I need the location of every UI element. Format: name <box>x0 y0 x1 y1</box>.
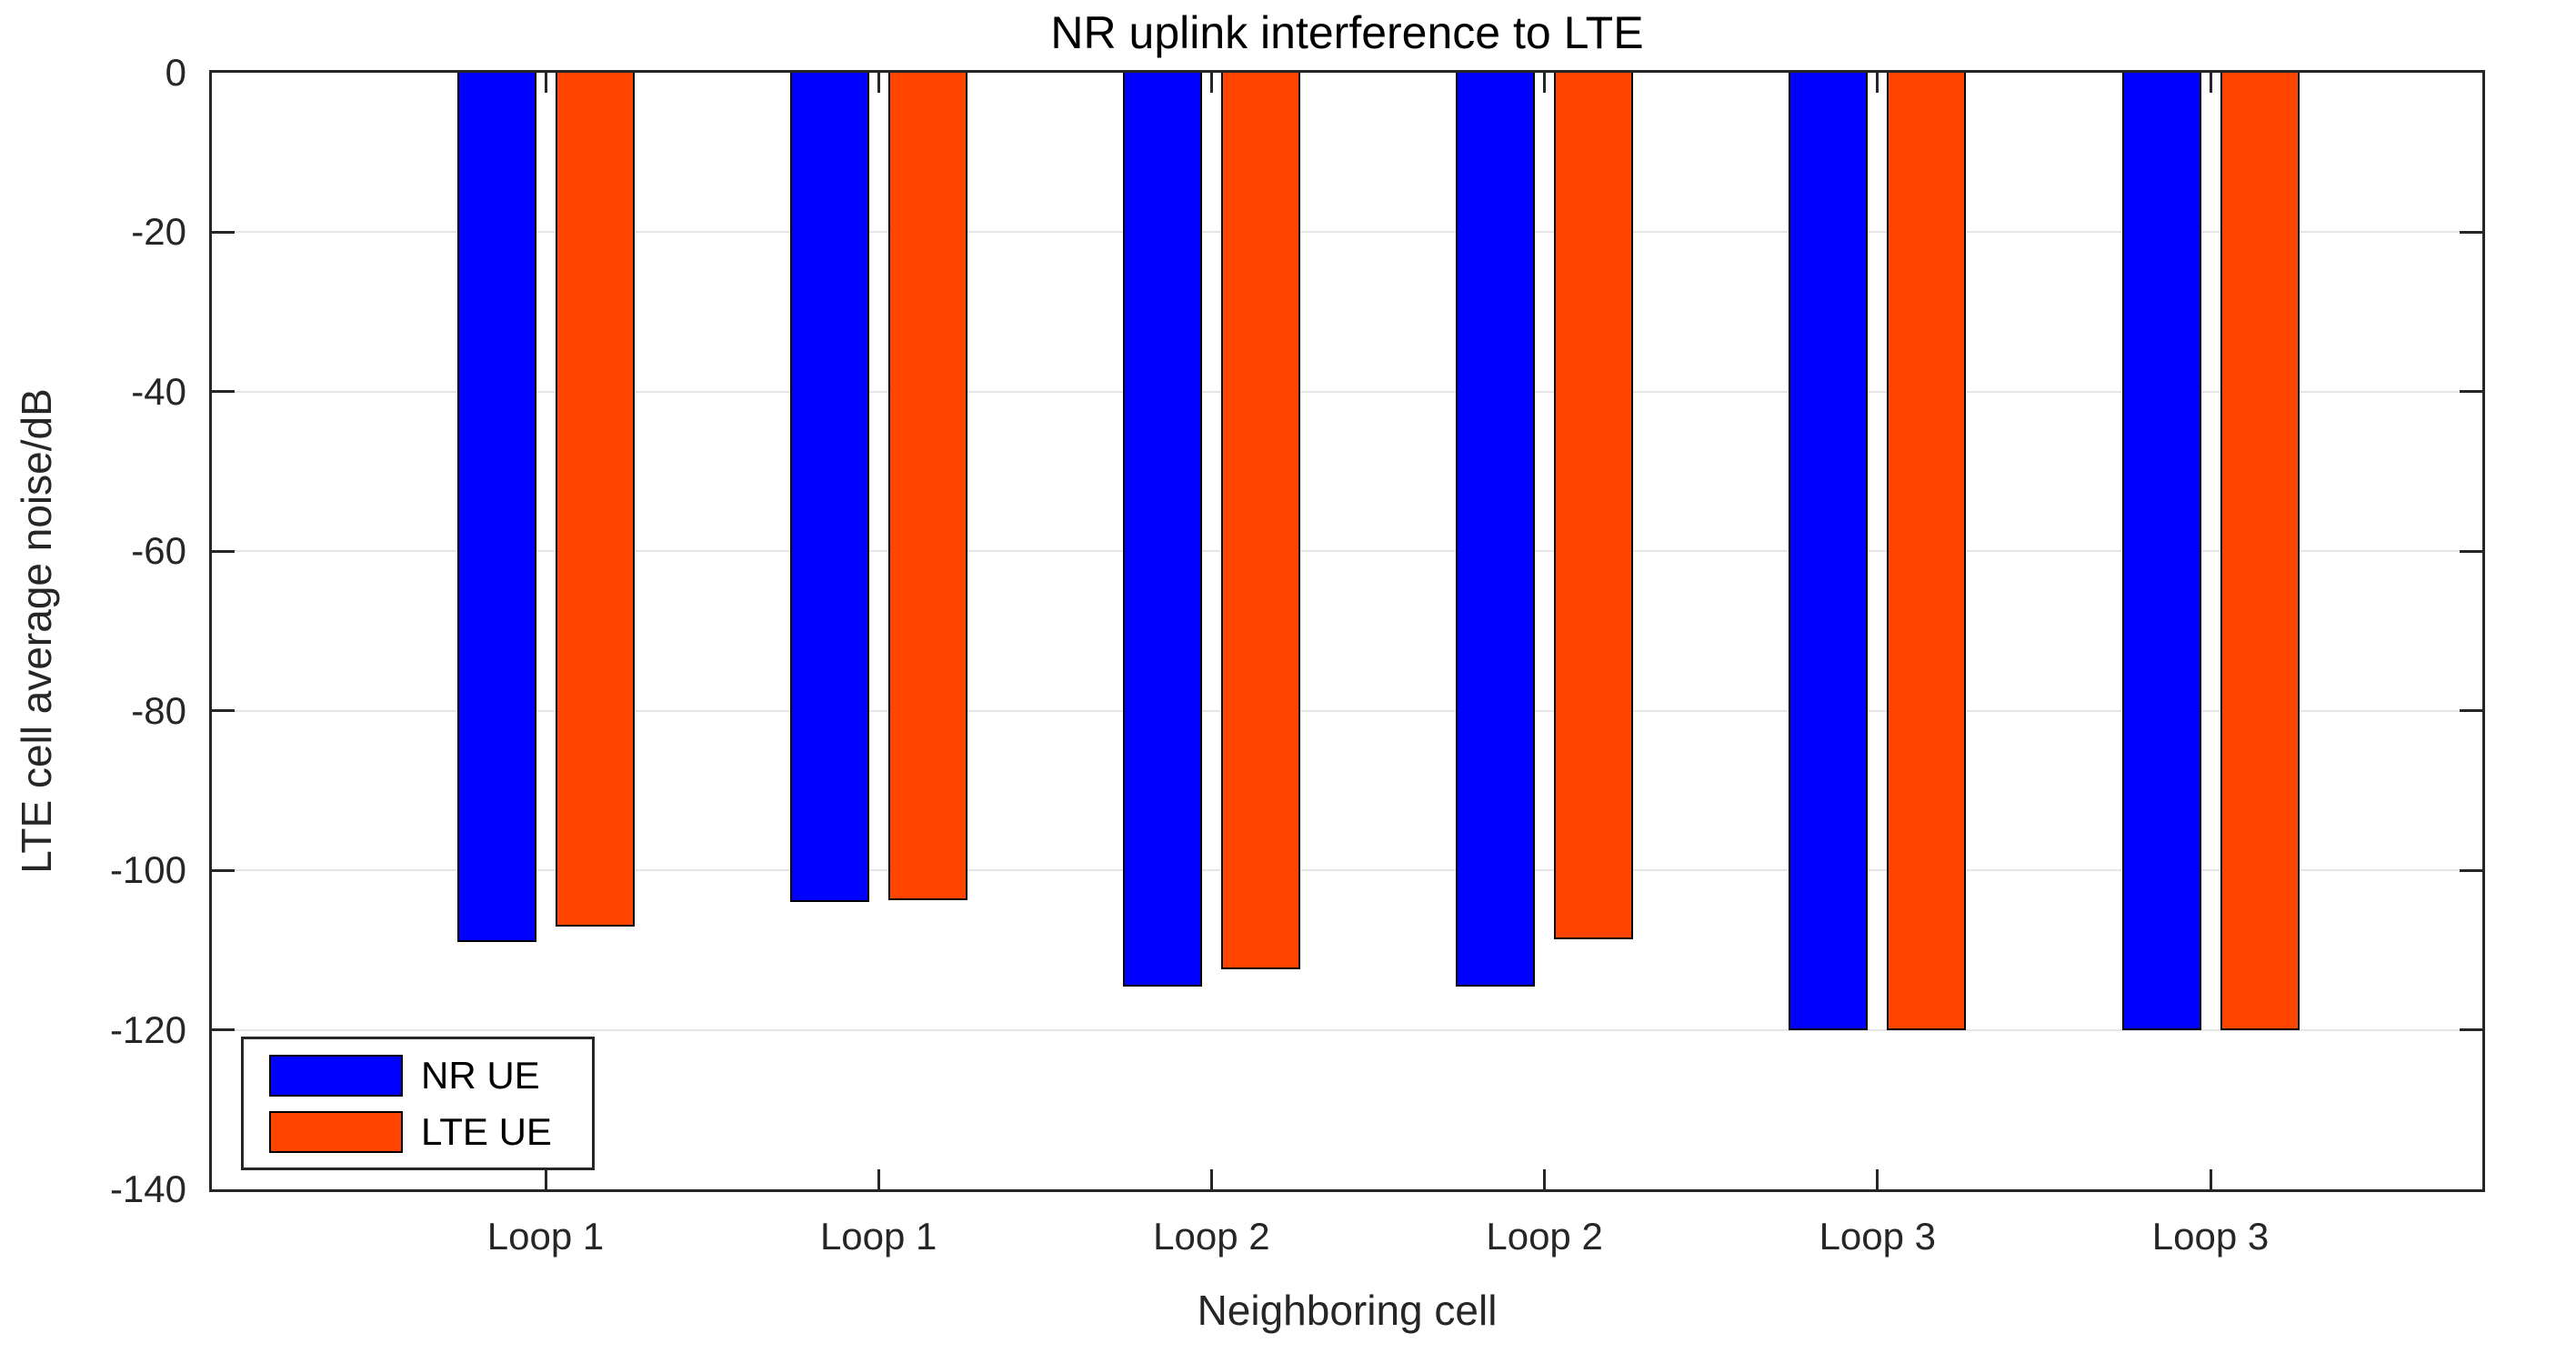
y-tick-mark <box>212 868 235 872</box>
x-tick-label: Loop 2 <box>1153 1215 1270 1258</box>
legend-label: LTE UE <box>421 1109 552 1153</box>
y-tick-label: -100 <box>109 848 186 892</box>
bar-nr-ue <box>456 73 536 943</box>
gridline <box>212 390 2482 393</box>
y-tick-label: -20 <box>131 210 186 254</box>
bar-lte-ue <box>887 73 967 900</box>
x-tick-mark <box>2209 1169 2212 1189</box>
gridline <box>212 550 2482 553</box>
x-tick-mark <box>1876 73 1879 93</box>
chart-title: NR uplink interference to LTE <box>1050 7 1644 58</box>
x-tick-label: Loop 3 <box>1819 1215 1937 1258</box>
y-tick-mark <box>2460 1028 2482 1032</box>
bar-nr-ue <box>789 73 869 903</box>
legend: NR UE LTE UE <box>241 1037 595 1170</box>
y-axis-label: LTE cell average noise/dB <box>13 388 60 874</box>
x-tick-label: Loop 2 <box>1486 1215 1603 1258</box>
x-axis-label: Neighboring cell <box>1197 1287 1498 1334</box>
legend-label: NR UE <box>421 1053 540 1097</box>
x-tick-mark <box>2209 73 2212 93</box>
x-tick-label: Loop 3 <box>2151 1215 2270 1258</box>
bar-lte-ue <box>1554 73 1634 939</box>
x-tick-label: Loop 1 <box>819 1215 937 1258</box>
legend-entry: LTE UE <box>269 1109 592 1153</box>
y-tick-mark <box>2460 230 2482 234</box>
x-tick-mark <box>1543 73 1547 93</box>
y-tick-mark <box>212 390 235 394</box>
y-tick-mark <box>2460 390 2482 394</box>
x-tick-mark <box>1876 1169 1879 1189</box>
x-tick-mark <box>1209 1169 1213 1189</box>
bar-lte-ue <box>555 73 635 927</box>
y-tick-label: 0 <box>165 51 186 94</box>
y-tick-mark <box>212 549 235 553</box>
bar-nr-ue <box>1456 73 1536 987</box>
y-tick-label: -40 <box>131 369 186 413</box>
x-tick-mark <box>544 1169 547 1189</box>
y-tick-label: -120 <box>109 1007 186 1051</box>
y-tick-mark <box>212 709 235 713</box>
y-tick-label: -80 <box>131 688 186 732</box>
y-tick-mark <box>2460 549 2482 553</box>
bar-nr-ue <box>1122 73 1202 987</box>
y-tick-mark <box>2460 868 2482 872</box>
legend-swatch <box>269 1054 403 1097</box>
bar-lte-ue <box>1887 73 1967 1030</box>
x-tick-mark <box>877 73 880 93</box>
y-tick-mark <box>212 230 235 234</box>
bar-nr-ue <box>2121 73 2201 1030</box>
x-tick-mark <box>1543 1169 1547 1189</box>
gridline <box>212 231 2482 234</box>
bar-lte-ue <box>2220 73 2300 1030</box>
x-tick-mark <box>1209 73 1213 93</box>
gridline <box>212 1028 2482 1031</box>
legend-entry: NR UE <box>269 1053 592 1097</box>
x-tick-mark <box>544 73 547 93</box>
y-tick-label: -60 <box>131 529 186 573</box>
bar-lte-ue <box>1220 73 1300 969</box>
bar-nr-ue <box>1789 73 1869 1030</box>
x-tick-mark <box>877 1169 880 1189</box>
y-tick-label: -140 <box>109 1168 186 1210</box>
gridline <box>212 709 2482 712</box>
plot-area <box>209 70 2485 1192</box>
x-tick-label: Loop 1 <box>486 1215 605 1258</box>
legend-swatch <box>269 1110 403 1153</box>
y-tick-mark <box>2460 709 2482 713</box>
y-tick-mark <box>212 1028 235 1032</box>
gridline <box>212 869 2482 872</box>
